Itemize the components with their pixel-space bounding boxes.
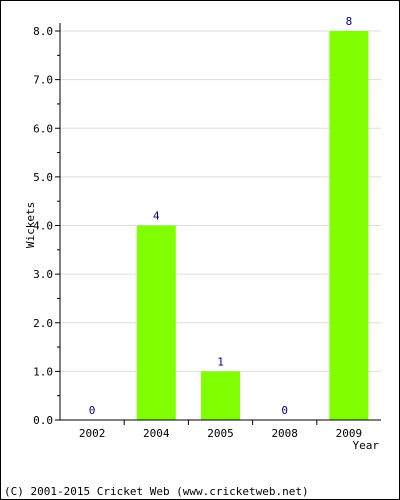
y-tick-label: 6.0 xyxy=(33,122,53,135)
x-tick-labels: 2002 2004 2005 2008 2009 xyxy=(79,427,362,440)
data-label: 0 xyxy=(281,404,288,417)
x-tick-label: 2004 xyxy=(143,427,170,440)
y-tick-label: 7.0 xyxy=(33,74,53,87)
x-axis-label: Year xyxy=(353,439,380,452)
axes xyxy=(55,23,381,425)
y-tick-label: 1.0 xyxy=(33,365,53,378)
bar xyxy=(201,371,240,420)
y-axis-label: Wickets xyxy=(24,202,37,248)
data-label: 4 xyxy=(153,210,160,223)
grid-lines xyxy=(60,30,381,372)
x-tick-label: 2005 xyxy=(207,427,234,440)
data-label: 1 xyxy=(217,355,224,368)
y-tick-label: 3.0 xyxy=(33,268,53,281)
bar xyxy=(329,31,369,420)
data-labels: 0 4 1 0 8 xyxy=(89,15,352,417)
x-tick-label: 2008 xyxy=(271,427,298,440)
y-tick-label: 8.0 xyxy=(33,25,53,38)
y-tick-label: 4.0 xyxy=(33,220,53,233)
y-tick-label: 0.0 xyxy=(33,414,53,427)
bars xyxy=(136,31,369,420)
data-label: 0 xyxy=(89,404,96,417)
bar xyxy=(136,225,176,420)
copyright-footer: (C) 2001-2015 Cricket Web (www.cricketwe… xyxy=(4,485,309,498)
y-tick-label: 2.0 xyxy=(33,317,53,330)
y-tick-label: 5.0 xyxy=(33,171,53,184)
x-tick-label: 2002 xyxy=(79,427,106,440)
x-tick-label: 2009 xyxy=(336,427,363,440)
data-label: 8 xyxy=(346,15,353,28)
y-tick-labels: 0.0 1.0 2.0 3.0 4.0 5.0 6.0 7.0 8.0 xyxy=(33,25,53,427)
